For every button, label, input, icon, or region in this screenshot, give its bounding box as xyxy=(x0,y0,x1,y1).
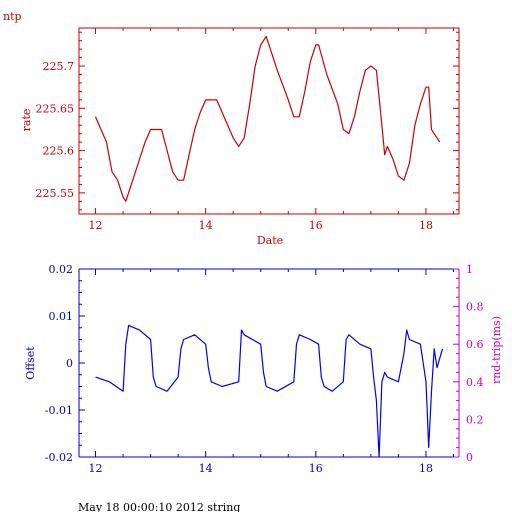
rate-axis-label: rate xyxy=(20,109,33,132)
rate-y-tick-label: 225.7 xyxy=(43,60,75,73)
roundtrip-y-tick-label: 0.6 xyxy=(466,338,484,351)
offset-y-tick-label: 0.02 xyxy=(49,263,74,276)
offset-x-tick-label: 14 xyxy=(199,462,213,475)
rate-plot-border xyxy=(78,27,460,215)
rate-x-tick-label: 12 xyxy=(89,219,103,232)
roundtrip-y-tick-label: 1 xyxy=(466,263,473,276)
offset-x-tick-label: 16 xyxy=(309,462,323,475)
roundtrip-y-tick-label: 0.4 xyxy=(466,376,484,389)
roundtrip-y-tick-label: 0.2 xyxy=(466,413,484,426)
rate-x-tick-label: 14 xyxy=(199,219,213,232)
rate-x-tick-label: 16 xyxy=(309,219,323,232)
rate-line xyxy=(94,35,441,202)
date-axis-label: Date xyxy=(257,234,283,247)
rate-series xyxy=(94,35,441,202)
offset-line xyxy=(95,324,444,458)
offset-y-tick-label: 0.01 xyxy=(49,310,74,323)
rate-y-tick-label: 225.65 xyxy=(36,102,75,115)
offset-series xyxy=(95,324,444,458)
offset-y-tick-label: 0 xyxy=(66,357,73,370)
roundtrip-y-tick-label: 0 xyxy=(466,451,473,464)
rate-y-tick-label: 225.6 xyxy=(43,145,75,158)
roundtrip-y-tick-label: 0.8 xyxy=(466,301,484,314)
rate-plot-axes: 12 14 16 18 225.55 225.6 225.65 225.7 xyxy=(36,28,459,232)
offset-plot-axes: 12 14 16 18 -0.02 -0.01 0 0.01 0.02 0 0.2 0.4 0.6 0.8… xyxy=(45,263,484,475)
offset-y-tick-label: -0.02 xyxy=(45,451,73,464)
offset-x-tick-label: 18 xyxy=(419,462,433,475)
offset-axis-label: Offset xyxy=(24,346,37,380)
rate-x-tick-label: 18 xyxy=(419,219,433,232)
top-chart-title: ntp xyxy=(3,10,22,23)
rate-y-tick-label: 225.55 xyxy=(36,187,75,200)
footer-timestamp: May 18 00:00:10 2012 string xyxy=(78,501,240,512)
rate-plot-frame xyxy=(78,27,460,215)
offset-x-tick-label: 12 xyxy=(89,462,103,475)
roundtrip-axis-label: rnd-trip(ms) xyxy=(490,316,503,384)
offset-y-tick-label: -0.01 xyxy=(45,404,73,417)
